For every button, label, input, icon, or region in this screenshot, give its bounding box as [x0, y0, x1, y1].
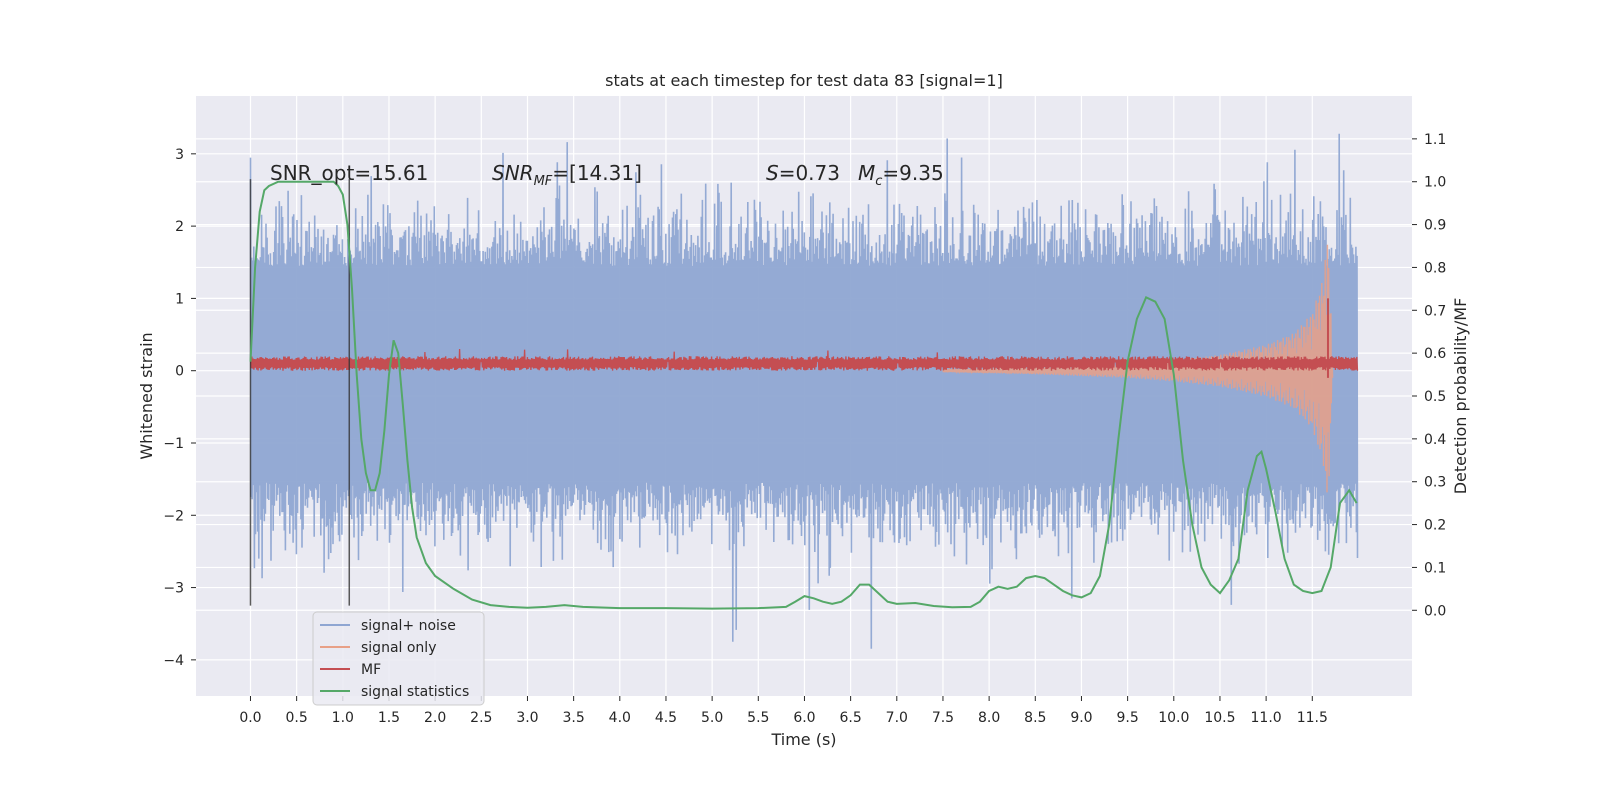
x-axis-label: Time (s)	[770, 730, 836, 749]
series-signal-noise	[249, 133, 1359, 649]
x-tick-label: 4.5	[655, 710, 677, 726]
x-tick-label: 2.5	[470, 710, 492, 726]
series-mf	[249, 348, 1359, 371]
y-axis-right-label: Detection probability/MF	[1451, 298, 1470, 495]
legend-label-mf: MF	[361, 662, 381, 678]
x-tick-label: 6.5	[839, 710, 861, 726]
y-right-tick-label: 0.3	[1424, 475, 1446, 491]
x-tick-label: 0.5	[286, 710, 308, 726]
y-right-tick-label: 0.8	[1424, 260, 1446, 276]
y-right-tick-label: 0.9	[1424, 218, 1446, 234]
y-axis-label: Whitened strain	[137, 332, 156, 459]
x-tick-label: 8.0	[978, 710, 1000, 726]
series-signal-statistics	[249, 180, 1358, 610]
x-tick-label: 8.5	[1024, 710, 1046, 726]
y-right-tick-label: 0.1	[1424, 560, 1446, 576]
y-tick-label: −3	[163, 581, 184, 597]
x-tick-label: 0.0	[239, 710, 261, 726]
annotation-snr-opt: SNR_opt=15.61	[270, 161, 428, 185]
x-tick-label: 1.5	[378, 710, 400, 726]
y-tick-label: −2	[163, 508, 184, 524]
x-tick-label: 11.0	[1251, 710, 1282, 726]
chart-title: stats at each timestep for test data 83 …	[605, 71, 1003, 90]
x-tick-label: 4.0	[609, 710, 631, 726]
x-tick-label: 11.5	[1297, 710, 1328, 726]
y-tick-label: 3	[175, 147, 184, 163]
x-tick-label: 1.0	[332, 710, 354, 726]
x-tick-label: 10.0	[1158, 710, 1189, 726]
y-tick-label: 1	[175, 291, 184, 307]
y-tick-label: 2	[175, 219, 184, 235]
legend-box	[312, 611, 485, 706]
x-tick-label: 9.0	[1070, 710, 1092, 726]
x-tick-label: 7.0	[886, 710, 908, 726]
legend: signal+ noise signal only MF signal stat…	[312, 611, 485, 706]
y-right-tick-label: 0.4	[1424, 432, 1446, 448]
legend-label-signal-statistics: signal statistics	[361, 684, 469, 700]
x-tick-label: 7.5	[932, 710, 954, 726]
data-layer	[249, 133, 1359, 649]
series-signal-only	[942, 244, 1334, 493]
legend-label-signal-noise: signal+ noise	[361, 618, 456, 634]
annotation-s: S=0.73	[766, 161, 840, 185]
y-right-tick-label: 1.0	[1424, 175, 1446, 191]
y-right-tick-label: 1.1	[1424, 132, 1446, 148]
x-tick-label: 6.0	[793, 710, 815, 726]
x-tick-label: 9.5	[1116, 710, 1138, 726]
x-tick-label: 5.5	[747, 710, 769, 726]
tick-labels: 0.0 0.5 1.0 1.5 2.0 2.5 3.0 3.5 4.0 4.5 5.0 5.5 6.0 6…	[163, 132, 1446, 726]
x-tick-label: 5.0	[701, 710, 723, 726]
legend-label-signal-only: signal only	[361, 640, 436, 656]
y-tick-label: −1	[163, 436, 184, 452]
y-right-tick-label: 0.6	[1424, 346, 1446, 362]
x-tick-label: 2.0	[424, 710, 446, 726]
y-tick-label: 0	[175, 364, 184, 380]
y-right-tick-label: 0.0	[1424, 603, 1446, 619]
y-right-tick-label: 0.5	[1424, 389, 1446, 405]
annotation-mc: Mc=9.35	[858, 161, 944, 189]
x-tick-label: 10.5	[1204, 710, 1235, 726]
x-tick-label: 3.5	[563, 710, 585, 726]
annotation-snr-mf: SNRMF=[14.31]	[492, 161, 642, 189]
y-right-tick-label: 0.7	[1424, 303, 1446, 319]
y-right-tick-label: 0.2	[1424, 518, 1446, 534]
y-tick-label: −4	[163, 653, 184, 669]
x-tick-label: 3.0	[516, 710, 538, 726]
